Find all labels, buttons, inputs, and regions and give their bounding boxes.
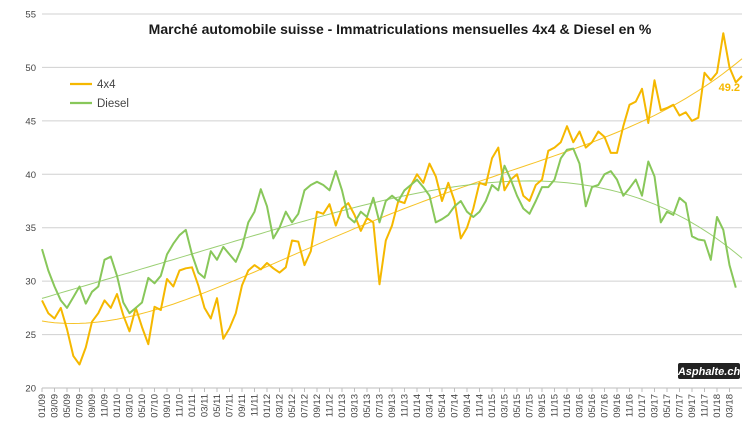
x-tick-label: 09/09 xyxy=(87,394,98,418)
y-axis: 20 25 30 35 40 45 50 55 xyxy=(25,10,36,395)
watermark-text: Asphalte.ch xyxy=(677,366,741,378)
x-tick-label: 03/17 xyxy=(650,394,661,418)
x-tick-label: 07/16 xyxy=(600,394,611,418)
x-tick-label: 05/12 xyxy=(287,394,298,418)
x-tick-label: 11/10 xyxy=(175,394,186,417)
y-tick-label: 30 xyxy=(25,277,36,288)
x-tick-label: 01/14 xyxy=(412,394,423,418)
x-tick-label: 03/16 xyxy=(575,394,586,418)
grid xyxy=(42,13,742,389)
x-tick-label: 03/14 xyxy=(425,394,436,418)
x-tick-label: 11/12 xyxy=(325,394,336,417)
x-tick-label: 05/15 xyxy=(512,394,523,418)
x-tick-label: 07/11 xyxy=(225,394,236,417)
y-tick-label: 20 xyxy=(25,384,36,395)
y-tick-label: 40 xyxy=(25,170,36,181)
x-tick-label: 11/11 xyxy=(250,394,261,416)
x-tick-label: 01/10 xyxy=(112,394,123,418)
x-tick-label: 01/18 xyxy=(712,394,723,418)
x-tick-label: 03/13 xyxy=(350,394,361,418)
end-label-diesel: 29.4 xyxy=(719,0,741,3)
x-tick-label: 07/13 xyxy=(375,394,386,418)
x-tick-label: 01/16 xyxy=(562,394,573,418)
x-tick-label: 07/09 xyxy=(75,394,86,418)
x-tick-label: 07/14 xyxy=(450,394,461,418)
x-tick-label: 03/18 xyxy=(725,394,736,418)
x-tick-label: 01/17 xyxy=(637,394,648,418)
x-tick-label: 09/17 xyxy=(687,394,698,418)
x-tick-label: 01/09 xyxy=(37,394,48,418)
x-tick-label: 01/12 xyxy=(262,394,273,418)
y-tick-label: 25 xyxy=(25,330,36,341)
x-tick-label: 11/14 xyxy=(475,394,486,417)
x-tick-label: 05/10 xyxy=(137,394,148,418)
series-line-diesel xyxy=(41,147,737,315)
legend: 4x4 Diesel xyxy=(70,79,129,110)
x-tick-label: 05/16 xyxy=(587,394,598,418)
x-tick-label: 05/14 xyxy=(437,394,448,418)
legend-label-diesel: Diesel xyxy=(97,98,129,110)
x-tick-label: 11/13 xyxy=(400,394,411,417)
x-tick-label: 11/15 xyxy=(550,394,561,417)
x-tick-label: 01/13 xyxy=(337,394,348,418)
end-labels: 49.2 29.4 xyxy=(719,0,741,94)
x-tick-label: 09/12 xyxy=(312,394,323,418)
x-tick-label: 11/09 xyxy=(100,394,111,417)
x-axis: 01/09 03/09 05/09 07/09 09/09 11/09 01/10 03/10… xyxy=(37,388,736,418)
legend-label-4x4: 4x4 xyxy=(97,79,116,91)
x-tick-label: 09/13 xyxy=(387,394,398,418)
x-tick-label: 07/15 xyxy=(525,394,536,418)
x-tick-label: 05/09 xyxy=(62,394,73,418)
watermark-logo: Asphalte.ch xyxy=(677,363,741,379)
x-tick-label: 03/10 xyxy=(125,394,136,418)
series-lines xyxy=(41,32,743,366)
x-tick-label: 09/11 xyxy=(237,394,248,417)
x-tick-label: 05/13 xyxy=(362,394,373,418)
x-tick-label: 05/11 xyxy=(212,394,223,417)
watermark-badge xyxy=(678,363,740,379)
x-tick-label: 03/15 xyxy=(500,394,511,418)
x-tick-label: 03/09 xyxy=(50,394,61,418)
x-tick-label: 03/11 xyxy=(200,394,211,417)
x-tick-label: 11/17 xyxy=(700,394,711,417)
x-tick-label: 07/17 xyxy=(675,394,686,418)
end-label-4x4: 49.2 xyxy=(719,82,740,94)
x-tick-label: 09/15 xyxy=(537,394,548,418)
y-tick-label: 55 xyxy=(25,10,36,21)
y-tick-label: 50 xyxy=(25,63,36,74)
x-tick-label: 01/15 xyxy=(487,394,498,418)
x-tick-label: 09/14 xyxy=(462,394,473,418)
x-tick-label: 01/11 xyxy=(187,394,198,417)
y-tick-label: 35 xyxy=(25,223,36,234)
x-tick-label: 07/10 xyxy=(150,394,161,418)
x-tick-label: 09/16 xyxy=(612,394,623,418)
x-tick-label: 07/12 xyxy=(300,394,311,418)
series-line-4x4 xyxy=(41,32,743,366)
x-tick-label: 11/16 xyxy=(625,394,636,417)
x-tick-label: 03/12 xyxy=(275,394,286,418)
y-tick-label: 45 xyxy=(25,116,36,127)
chart-title: Marché automobile suisse - Immatriculati… xyxy=(149,21,652,37)
x-tick-label: 09/10 xyxy=(162,394,173,418)
x-tick-label: 05/17 xyxy=(662,394,673,418)
